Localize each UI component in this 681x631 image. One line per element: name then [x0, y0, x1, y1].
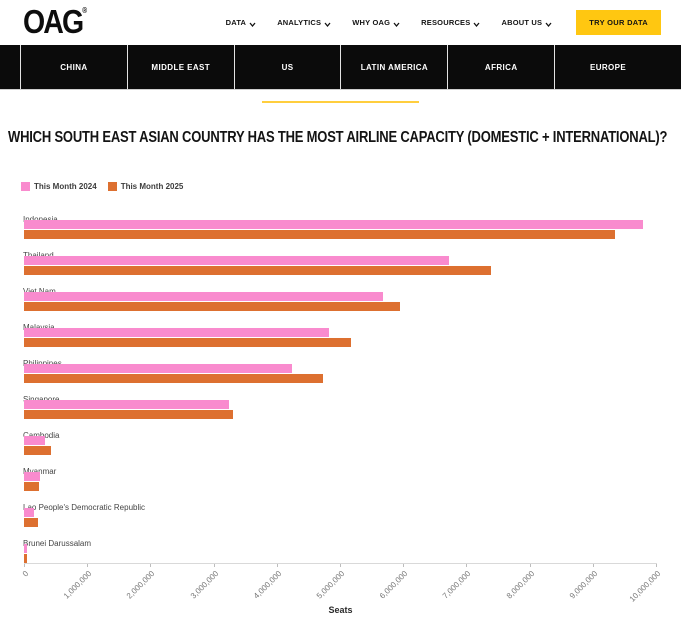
bar-2024 — [24, 256, 450, 265]
tab-middle-east[interactable]: MIDDLE EAST — [126, 45, 234, 89]
x-tick — [466, 563, 468, 567]
country-label: Malaysia — [23, 323, 55, 332]
bar-2024 — [24, 220, 644, 229]
legend-swatch-2025 — [107, 182, 117, 191]
x-tick-label: 2,000,000 — [125, 569, 157, 601]
x-tick-label: 7,000,000 — [441, 569, 473, 601]
tab-china[interactable]: CHINA — [20, 45, 127, 89]
legend-swatch-2024 — [21, 182, 30, 191]
section-divider — [262, 101, 419, 103]
registered-mark: ® — [82, 6, 88, 15]
x-tick-label: 4,000,000 — [251, 569, 284, 601]
chevron-down-icon — [545, 20, 552, 28]
x-tick — [656, 563, 657, 567]
x-tick — [150, 563, 152, 567]
x-tick — [276, 563, 278, 567]
chevron-down-icon — [324, 20, 331, 28]
region-tab-strip: CHINA MIDDLE EAST US LATIN AMERICA AFRIC… — [0, 45, 681, 90]
x-tick — [213, 563, 215, 567]
tab-africa[interactable]: AFRICA — [447, 45, 554, 89]
nav-item-about-us[interactable]: ABOUT US — [501, 18, 552, 28]
main-nav: DATA ANALYTICS WHY OAG RESOURCES ABOUT U… — [225, 18, 553, 28]
nav-item-why-oag[interactable]: WHY OAG — [352, 18, 400, 28]
country-label: Brunei Darussalam — [23, 539, 92, 548]
x-tick — [403, 563, 405, 567]
bar-2025 — [24, 554, 28, 563]
country-label: Indonesia — [23, 215, 58, 224]
nav-item-label: WHY OAG — [352, 18, 391, 27]
legend-item-2024[interactable]: This Month 2024 — [21, 182, 97, 191]
bar-2025 — [24, 230, 615, 239]
bar-2025 — [24, 266, 492, 275]
x-tick-label: 3,000,000 — [188, 569, 220, 601]
nav-item-analytics[interactable]: ANALYTICS — [277, 18, 331, 28]
x-tick-label: 1,000,000 — [62, 569, 94, 601]
nav-item-data[interactable]: DATA — [225, 18, 257, 28]
tab-europe[interactable]: EUROPE — [554, 45, 661, 89]
legend-label-2025: This Month 2025 — [120, 182, 184, 191]
bar-2025 — [24, 482, 40, 491]
tab-latin-america[interactable]: LATIN AMERICA — [340, 45, 447, 89]
plot-area: Indonesia Thailand Viet Nam Malaysia Philipp… — [0, 175, 681, 631]
x-tick-label: 10,000,000 — [627, 569, 663, 604]
tab-strip-edge-right — [661, 45, 681, 89]
x-axis-title: Seats — [328, 605, 353, 615]
tab-us[interactable]: US — [233, 45, 341, 89]
nav-item-label: ABOUT US — [501, 18, 543, 27]
try-our-data-button[interactable]: TRY OUR DATA — [576, 10, 661, 35]
legend-item-2025[interactable]: This Month 2025 — [107, 182, 184, 191]
x-tick-label: 9,000,000 — [567, 569, 600, 601]
capacity-bar-chart: This Month 2024 This Month 2025 Indonesi… — [0, 175, 681, 631]
x-tick-label: 0 — [20, 569, 31, 579]
tab-strip-edge-left — [0, 45, 20, 89]
bar-2024 — [24, 400, 229, 409]
country-label: Viet Nam — [23, 287, 56, 296]
bar-2025 — [24, 338, 351, 347]
site-header: OAG® DATA ANALYTICS WHY OAG RESOURCES AB… — [0, 0, 681, 45]
x-tick-label: 8,000,000 — [504, 569, 536, 601]
x-tick-label: 6,000,000 — [378, 569, 410, 601]
x-tick — [592, 563, 594, 567]
x-axis-line — [24, 563, 657, 564]
x-tick-label: 5,000,000 — [314, 569, 347, 601]
x-tick — [340, 563, 341, 567]
x-tick — [87, 563, 89, 567]
oag-logo[interactable]: OAG® — [23, 3, 88, 41]
country-label: Philippines — [23, 359, 62, 368]
chevron-down-icon — [473, 20, 480, 28]
nav-item-label: ANALYTICS — [277, 18, 322, 27]
bar-2025 — [24, 410, 234, 419]
bar-2025 — [24, 374, 323, 383]
chevron-down-icon — [393, 20, 400, 28]
country-label: Thailand — [23, 251, 54, 260]
bar-2024 — [24, 508, 35, 517]
nav-item-resources[interactable]: RESOURCES — [421, 18, 480, 28]
page-title: WHICH SOUTH EAST ASIAN COUNTRY HAS THE M… — [8, 128, 668, 146]
country-label: Singapore — [23, 395, 59, 404]
chevron-down-icon — [249, 20, 256, 28]
x-tick — [529, 563, 531, 567]
country-label: Cambodia — [23, 431, 59, 440]
bar-2024 — [24, 544, 27, 553]
nav-item-label: DATA — [225, 18, 247, 27]
x-tick — [24, 563, 25, 567]
chart-legend: This Month 2024 This Month 2025 — [21, 182, 183, 191]
bar-2024 — [24, 472, 40, 481]
country-label: Myanmar — [23, 467, 56, 476]
bar-2024 — [24, 364, 292, 373]
legend-label-2024: This Month 2024 — [34, 182, 97, 191]
bar-2025 — [24, 446, 52, 455]
bar-2024 — [24, 292, 383, 301]
bar-2025 — [24, 302, 401, 311]
bar-2025 — [24, 518, 38, 527]
bar-2024 — [24, 328, 330, 337]
nav-item-label: RESOURCES — [421, 18, 471, 27]
country-label: Lao People's Democratic Republic — [23, 503, 146, 512]
bar-2024 — [24, 436, 45, 445]
